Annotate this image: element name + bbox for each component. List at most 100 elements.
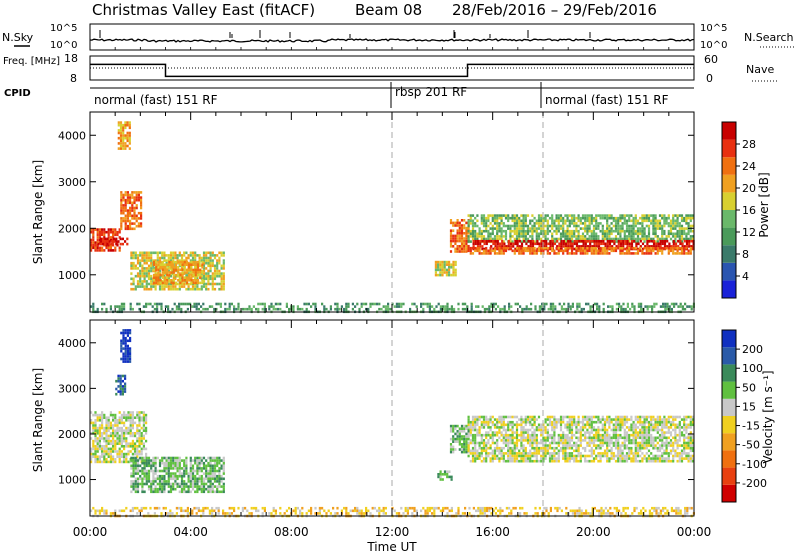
power-cell bbox=[216, 254, 219, 257]
power-cell bbox=[502, 235, 505, 238]
power-cell bbox=[456, 247, 459, 251]
power-cell bbox=[515, 224, 519, 228]
velocity-cell bbox=[134, 421, 137, 425]
power-cell bbox=[662, 305, 665, 308]
power-cell bbox=[494, 302, 497, 306]
velocity-cell bbox=[140, 434, 143, 438]
velocity-cell bbox=[612, 418, 615, 421]
velocity-cell bbox=[120, 434, 123, 438]
velocity-cell bbox=[109, 426, 112, 430]
velocity-cell bbox=[92, 413, 95, 417]
power-cell bbox=[441, 266, 444, 269]
power-cell bbox=[136, 259, 140, 262]
velocity-cell bbox=[124, 347, 127, 350]
power-cell bbox=[129, 198, 132, 202]
power-cell bbox=[672, 214, 675, 217]
power-cell bbox=[133, 211, 136, 215]
power-cell bbox=[209, 251, 212, 255]
velocity-cell bbox=[617, 459, 620, 463]
velocity-cell bbox=[163, 474, 166, 478]
power-cell bbox=[542, 216, 545, 220]
power-cell bbox=[568, 232, 571, 236]
power-cell bbox=[648, 305, 651, 308]
velocity-cell bbox=[122, 339, 125, 343]
velocity-cell bbox=[491, 415, 494, 419]
velocity-cell bbox=[118, 416, 121, 419]
velocity-cell bbox=[584, 431, 587, 434]
power-cell bbox=[449, 245, 453, 248]
freq-line bbox=[90, 63, 694, 78]
power-cell bbox=[129, 222, 132, 225]
velocity-cell bbox=[143, 461, 146, 465]
power-cell bbox=[546, 252, 549, 255]
power-cell bbox=[670, 245, 673, 248]
power-cell bbox=[185, 274, 188, 278]
velocity-cell bbox=[588, 418, 591, 421]
velocity-cell bbox=[606, 433, 609, 437]
power-cell bbox=[689, 235, 692, 238]
power-cell bbox=[471, 214, 475, 217]
power-cell bbox=[564, 229, 567, 233]
velocity-cell bbox=[218, 480, 221, 483]
power-cell bbox=[493, 246, 497, 250]
power-cell bbox=[426, 302, 429, 306]
velocity-cell bbox=[471, 454, 475, 458]
power-cell bbox=[557, 246, 560, 250]
power-cell bbox=[143, 269, 146, 273]
power-cell bbox=[476, 239, 480, 243]
power-cell bbox=[312, 302, 315, 306]
power-cell bbox=[636, 235, 640, 238]
power-cell bbox=[534, 307, 537, 311]
velocity-cell bbox=[124, 377, 127, 380]
power-cell bbox=[479, 242, 482, 246]
power-cell bbox=[157, 263, 160, 266]
velocity-cell bbox=[608, 441, 611, 445]
velocity-cell bbox=[124, 385, 127, 388]
velocity-cell bbox=[522, 449, 525, 453]
power-cell bbox=[168, 263, 171, 266]
velocity-cell bbox=[112, 424, 115, 427]
power-cell bbox=[180, 259, 184, 262]
velocity-cell bbox=[480, 449, 483, 453]
power-cell bbox=[553, 222, 556, 225]
velocity-cell bbox=[118, 426, 121, 430]
power-cell bbox=[158, 287, 162, 291]
velocity-cell bbox=[551, 446, 554, 450]
power-cell bbox=[452, 266, 455, 269]
velocity-cell bbox=[520, 444, 523, 447]
power-cell bbox=[513, 252, 516, 255]
velocity-cell bbox=[183, 461, 186, 465]
velocity-cell bbox=[94, 413, 97, 417]
velocity-cell bbox=[557, 433, 560, 437]
power-cell bbox=[323, 305, 326, 308]
velocity-cell bbox=[533, 423, 536, 427]
power-cell bbox=[476, 232, 479, 236]
power-cell bbox=[458, 232, 461, 235]
velocity-cell bbox=[511, 431, 514, 434]
velocity-cell bbox=[207, 477, 210, 481]
velocity-cell bbox=[544, 454, 547, 458]
power-cell bbox=[674, 242, 678, 246]
velocity-cell bbox=[588, 436, 591, 440]
power-cell bbox=[90, 238, 93, 242]
power-cell bbox=[112, 243, 115, 247]
power-cell bbox=[103, 302, 106, 306]
power-cell bbox=[576, 302, 579, 306]
power-cell bbox=[577, 246, 580, 250]
power-cell bbox=[496, 237, 499, 241]
velocity-cell bbox=[614, 459, 618, 463]
velocity-cell bbox=[520, 418, 523, 421]
velocity-cell bbox=[575, 426, 578, 429]
power-cell bbox=[573, 239, 576, 243]
velocity-cell bbox=[476, 431, 479, 434]
velocity-cell bbox=[566, 426, 569, 429]
power-cell bbox=[690, 239, 693, 243]
velocity-cell bbox=[471, 433, 475, 437]
power-cell bbox=[485, 246, 488, 250]
power-cell bbox=[207, 280, 210, 283]
velocity-cell bbox=[597, 415, 600, 419]
power-cell bbox=[175, 305, 178, 308]
velocity-cell bbox=[218, 474, 221, 478]
velocity-cell bbox=[101, 445, 104, 448]
velocity-cell bbox=[196, 477, 199, 481]
